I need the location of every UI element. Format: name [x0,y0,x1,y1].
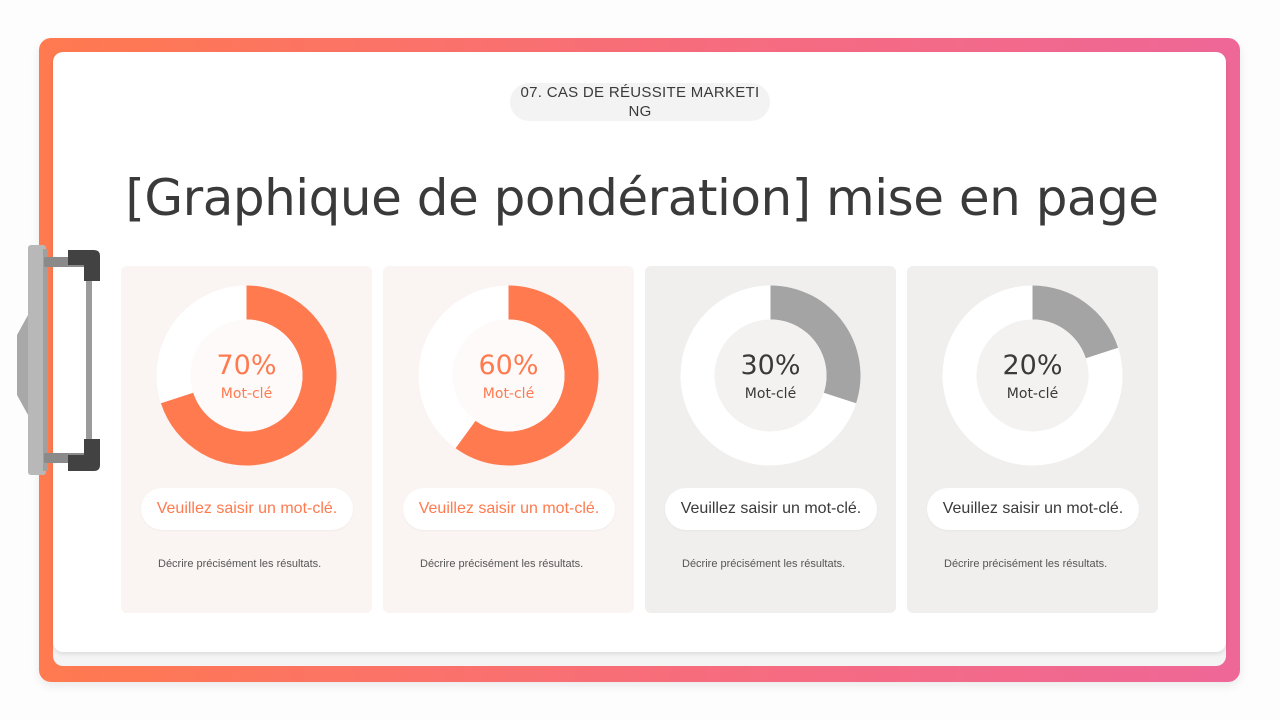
section-label-pill: 07. CAS DE RÉUSSITE MARKETING [510,83,770,121]
keyword-input-pill[interactable]: Veuillez saisir un mot-clé. [403,488,615,530]
percentage-label: 30% [740,350,801,381]
keyword-label: Mot-clé [482,386,535,402]
keyword-label: Mot-clé [744,386,797,402]
donut-hole [976,319,1089,432]
percentage-label: 20% [1002,350,1063,381]
donut-hole [714,319,827,432]
donut-chart-3 [680,285,861,466]
keyword-card-2: 60% Mot-clé Veuillez saisir un mot-clé. … [383,266,634,613]
result-description: Décrire précisément les résultats. [682,558,846,570]
clipboard-clip-icon [17,245,100,475]
keyword-card-3: 30% Mot-clé Veuillez saisir un mot-clé. … [645,266,896,613]
page-title: [Graphique de pondération] mise en page [125,169,1159,227]
keyword-card-1: 70% Mot-clé Veuillez saisir un mot-clé. … [121,266,372,613]
donut-value-slice [770,285,861,404]
donut-chart-1 [156,285,337,466]
donut-value-slice [1032,285,1119,359]
donut-chart-4 [942,285,1123,466]
keyword-input-pill[interactable]: Veuillez saisir un mot-clé. [141,488,353,530]
keyword-input-pill[interactable]: Veuillez saisir un mot-clé. [665,488,877,530]
donut-hole [190,319,303,432]
percentage-label: 70% [216,350,277,381]
percentage-label: 60% [478,350,539,381]
donut-chart-2 [418,285,599,466]
result-description: Décrire précisément les résultats. [420,558,584,570]
result-description: Décrire précisément les résultats. [944,558,1108,570]
keyword-card-4: 20% Mot-clé Veuillez saisir un mot-clé. … [907,266,1158,613]
keyword-input-pill[interactable]: Veuillez saisir un mot-clé. [927,488,1139,530]
keyword-label: Mot-clé [220,386,273,402]
donut-value-slice [160,285,337,466]
donut-hole [452,319,565,432]
section-label: 07. CAS DE RÉUSSITE MARKETING [520,84,760,120]
donut-value-slice [455,285,599,466]
result-description: Décrire précisément les résultats. [158,558,322,570]
keyword-label: Mot-clé [1006,386,1059,402]
